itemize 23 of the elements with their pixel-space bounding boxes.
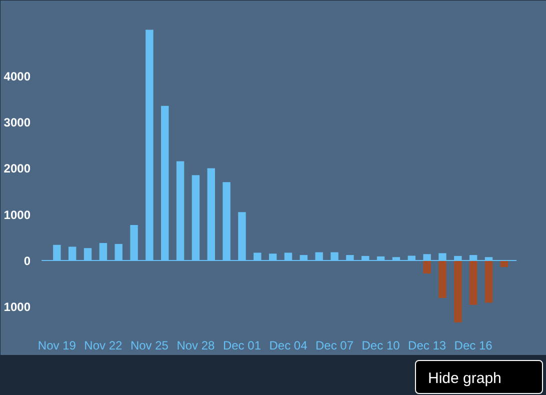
- bar: [438, 260, 446, 298]
- text: Hide graph: [428, 369, 502, 389]
- x-tick-label: Dec 13: [408, 338, 446, 352]
- x-tick-label: Dec 10: [362, 338, 400, 352]
- y-tick-label: 1000: [4, 208, 31, 222]
- y-tick-label: 4000: [4, 69, 31, 84]
- bar: [469, 260, 478, 305]
- x-tick-label: Nov 22: [84, 338, 123, 352]
- bar: [500, 260, 508, 268]
- x-tick-label: Nov 25: [130, 338, 169, 352]
- x-tick-label: Nov 28: [176, 338, 216, 352]
- bar: [423, 260, 431, 274]
- x-tick-label: Dec 16: [454, 338, 493, 352]
- x-tick-label: Nov 19: [38, 338, 76, 352]
- y-tick-label: 3000: [4, 116, 31, 130]
- y-tick-label: 1000: [4, 300, 31, 314]
- bar: [454, 260, 462, 322]
- x-tick-label: Dec 01: [222, 338, 262, 352]
- x-tick-label: Dec 07: [316, 338, 354, 352]
- x-tick-label: Dec 04: [269, 338, 308, 352]
- y-tick-label: 2000: [4, 162, 31, 176]
- y-tick-label: 0: [24, 254, 31, 268]
- bar: [484, 260, 493, 303]
